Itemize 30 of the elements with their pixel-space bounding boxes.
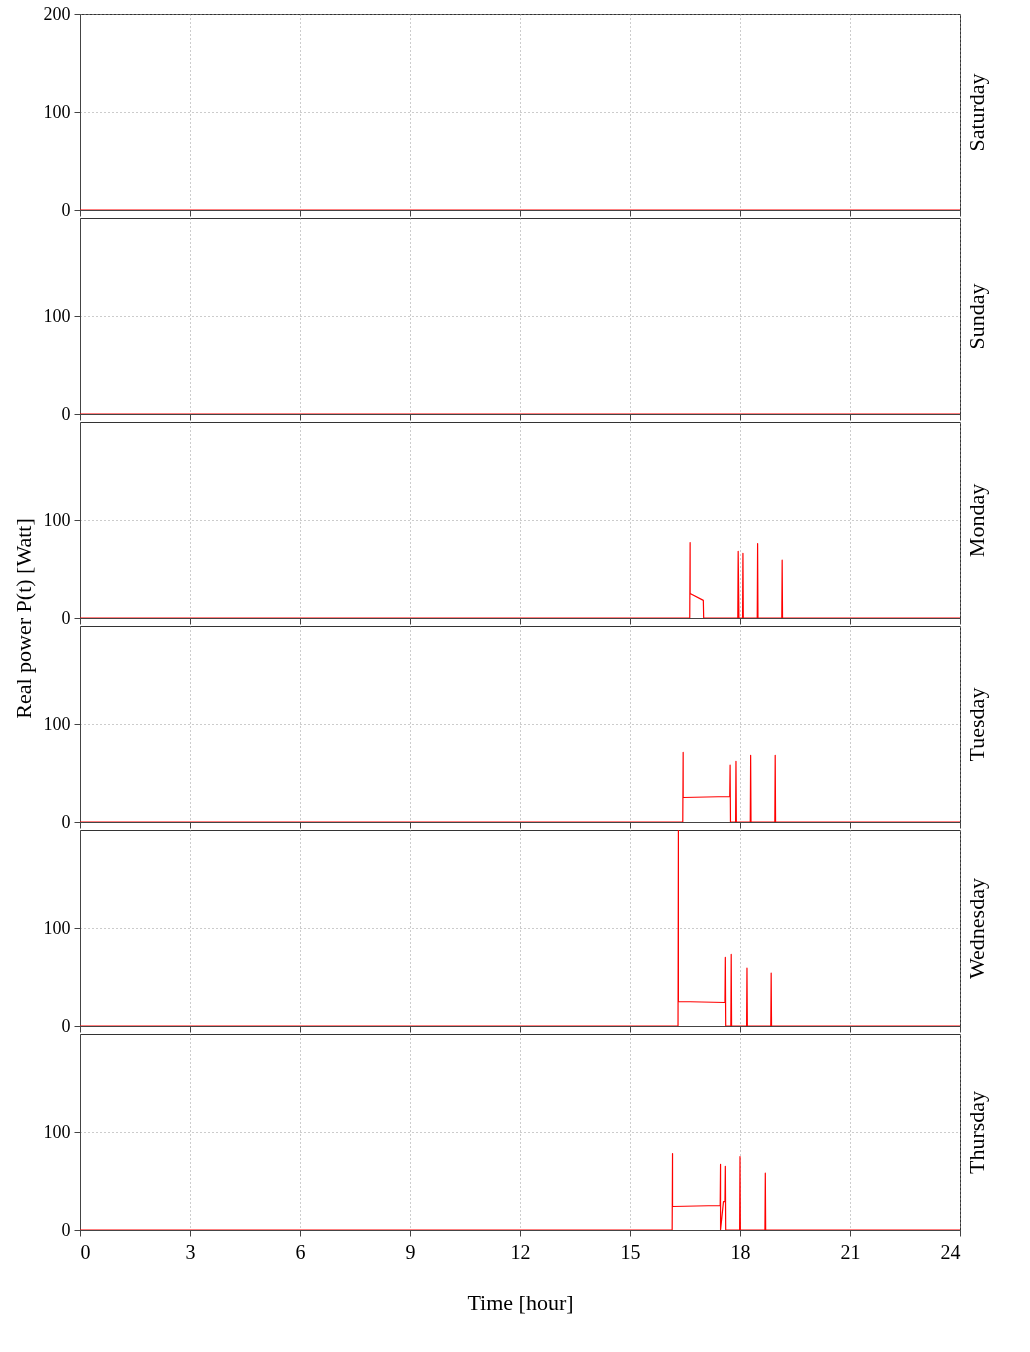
y2-axis-title: Wednesday (963, 878, 989, 979)
y2-axis-title: Saturday (963, 73, 989, 152)
y-tick-label: 100 (43, 1121, 71, 1142)
x-axis-title: Time [hour] (467, 1289, 574, 1315)
x-tick-label: 3 (185, 1240, 196, 1263)
x-tick-label: 21 (840, 1240, 861, 1263)
y-tick-label: 100 (43, 509, 71, 530)
y-tick-label: 0 (61, 607, 71, 628)
x-tick-label: 15 (620, 1240, 641, 1263)
y2-axis-title: Thursday (963, 1090, 989, 1175)
y-tick-label: 0 (61, 811, 71, 832)
y-tick-label: 200 (43, 3, 71, 24)
y-tick-label: 0 (61, 199, 71, 220)
y-tick-label: 0 (61, 403, 71, 424)
x-tick-label: 18 (730, 1240, 751, 1263)
x-tick-label: 12 (510, 1240, 531, 1263)
x-tick-label: 6 (295, 1240, 306, 1263)
y-tick-label: 100 (43, 713, 71, 734)
y2-axis-title: Tuesday (963, 687, 989, 762)
y-tick-label: 100 (43, 917, 71, 938)
x-tick-label: 0 (80, 1240, 91, 1263)
x-tick-label: 9 (405, 1240, 416, 1263)
y-tick-label: 100 (43, 305, 71, 326)
y-tick-label: 100 (43, 101, 71, 122)
y-tick-label: 0 (61, 1219, 71, 1240)
y2-axis-title: Sunday (963, 283, 989, 350)
y2-axis-title: Monday (963, 483, 989, 558)
y-tick-label: 0 (61, 1015, 71, 1036)
x-tick-label: 24 (940, 1240, 961, 1263)
y-axis-title: Real power P(t) [Watt] (10, 518, 36, 719)
